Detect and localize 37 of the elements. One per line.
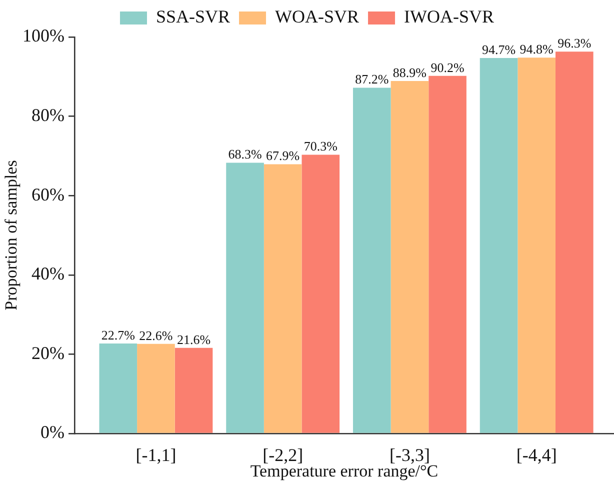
bar	[428, 76, 466, 433]
y-tick-label: 100%	[22, 26, 64, 46]
y-tick-label: 20%	[32, 342, 64, 363]
data-label: 87.2%	[355, 72, 389, 87]
bar	[226, 162, 264, 433]
y-axis-title: Proportion of samples	[2, 160, 21, 310]
x-tick-label: [-4,4]	[516, 445, 557, 466]
bar	[174, 348, 213, 433]
x-tick-label: [-3,3]	[389, 445, 430, 466]
data-label: 94.8%	[520, 42, 554, 57]
data-label: 22.6%	[139, 328, 173, 343]
data-label: 94.7%	[482, 42, 516, 57]
bar	[480, 58, 518, 433]
bar	[99, 343, 138, 433]
y-tick-label: 80%	[32, 105, 64, 126]
data-label: 70.3%	[304, 138, 338, 154]
y-tick-label: 60%	[32, 184, 64, 204]
legend-label: WOA-SVR	[275, 6, 360, 27]
bar	[390, 81, 429, 433]
bar	[518, 58, 556, 433]
data-label: 67.9%	[266, 148, 300, 164]
data-label: 68.3%	[228, 146, 262, 162]
x-tick-label: [-1,1]	[136, 445, 176, 466]
bar	[353, 88, 391, 433]
bar	[302, 154, 340, 433]
y-tick-label: 0%	[40, 422, 64, 442]
data-label: 88.9%	[392, 64, 427, 80]
data-label: 96.3%	[558, 36, 592, 51]
y-tick-label: 40%	[32, 264, 64, 284]
legend-label: IWOA-SVR	[404, 6, 494, 27]
bar	[556, 52, 594, 433]
data-label: 90.2%	[430, 60, 464, 75]
bar	[264, 164, 302, 433]
data-label: 22.7%	[101, 327, 136, 342]
data-label: 21.6%	[176, 332, 211, 347]
bar	[137, 344, 175, 433]
legend-label: SSA-SVR	[156, 6, 230, 27]
